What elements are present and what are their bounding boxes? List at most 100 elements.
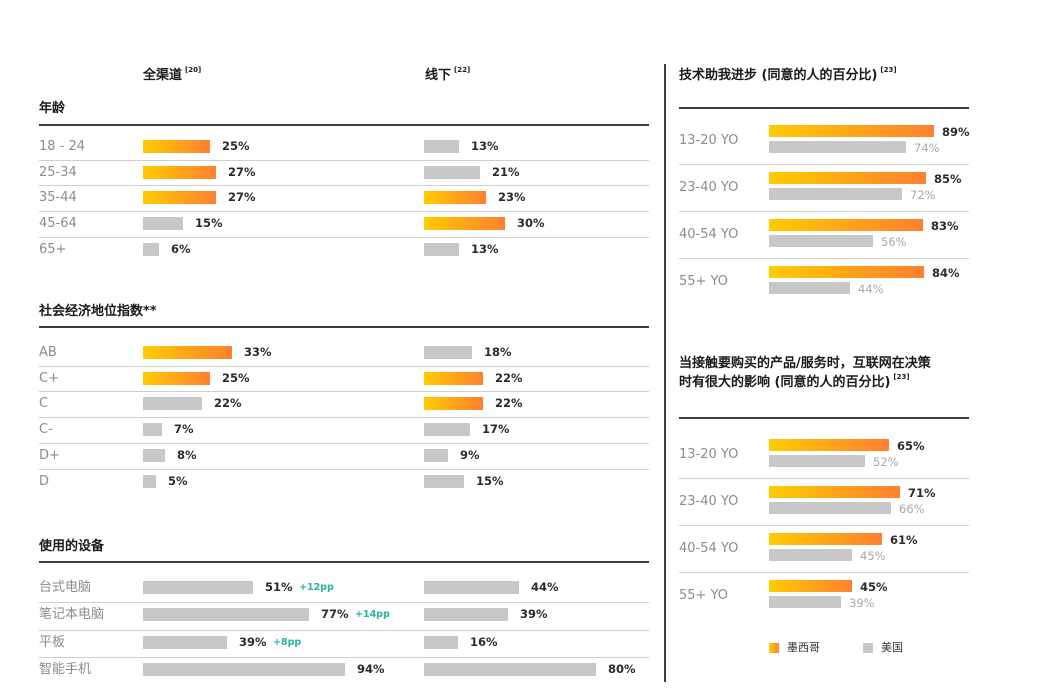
section-title-devices: 使用的设备 <box>39 539 105 554</box>
data-label-usa: 66% <box>899 502 925 516</box>
bar-usa <box>769 549 852 561</box>
right-title-tech-text: 技术助我进步 (同意的人的百分比) <box>679 68 878 83</box>
legend-label-mexico: 墨西哥 <box>787 641 820 654</box>
bar <box>143 581 253 594</box>
category-label: 台式电脑 <box>39 580 92 595</box>
bar <box>143 663 345 677</box>
category-label: 18 - 24 <box>39 139 86 154</box>
data-label: 15% <box>476 473 504 488</box>
bar <box>424 423 470 437</box>
bar <box>143 242 159 256</box>
bar <box>143 397 202 411</box>
row-separator <box>679 525 969 526</box>
data-label: 9% <box>460 447 480 462</box>
data-label-mexico: 89% <box>942 125 970 139</box>
header-all-channels: 全渠道 [20] <box>143 64 201 83</box>
age-group-label: 40-54 YO <box>679 227 739 242</box>
data-label-usa: 72% <box>910 188 936 202</box>
data-label-mexico: 45% <box>860 580 888 594</box>
data-label-mexico: 84% <box>932 266 960 280</box>
age-group-label: 13-20 YO <box>679 447 739 462</box>
data-label: 39% <box>239 634 267 649</box>
data-label-mexico: 71% <box>908 486 936 500</box>
section-title-age: 年龄 <box>39 101 66 116</box>
bar-mexico <box>769 125 934 137</box>
bar <box>143 423 162 437</box>
row-separator <box>39 657 649 659</box>
bar-mexico <box>769 172 926 184</box>
data-label: 17% <box>482 422 510 437</box>
data-label-mexico: 83% <box>931 219 959 233</box>
data-label-usa: 56% <box>881 235 907 249</box>
row-separator <box>39 629 649 631</box>
header-offline-label: 线下 <box>425 68 452 83</box>
data-label-mexico: 85% <box>934 172 962 186</box>
category-label: 35-44 <box>39 190 77 206</box>
bar <box>424 663 596 677</box>
category-label: 65+ <box>39 241 67 257</box>
category-label: AB <box>39 345 57 360</box>
data-label: 22% <box>495 396 523 411</box>
data-label: 94% <box>357 662 385 677</box>
data-label-usa: 45% <box>860 549 886 563</box>
bar <box>143 448 165 462</box>
right-title-internet-ref: [23] <box>893 373 910 381</box>
row-separator <box>39 185 649 187</box>
bar <box>143 608 309 622</box>
bar <box>424 346 472 359</box>
age-group-label: 55+ YO <box>679 274 729 289</box>
data-label: 16% <box>470 634 498 649</box>
category-label: C <box>39 396 49 412</box>
data-label: 44% <box>531 580 559 594</box>
age-group-label: 23-40 YO <box>679 180 739 195</box>
pp-change-label: +14pp <box>355 609 390 621</box>
right-title-tech: 技术助我进步 (同意的人的百分比) [23] <box>679 64 897 83</box>
age-group-label: 13-20 YO <box>679 133 739 148</box>
data-label: 21% <box>492 164 520 179</box>
column-divider <box>664 64 666 682</box>
header-offline-ref: [22] <box>454 66 471 74</box>
right-rule-tech <box>679 107 969 109</box>
header-all-ref: [20] <box>185 66 202 74</box>
data-label: 27% <box>228 164 256 179</box>
bar-mexico <box>769 533 882 545</box>
bar <box>424 448 448 462</box>
data-label-usa: 39% <box>849 596 875 610</box>
category-label: 笔记本电脑 <box>39 607 105 623</box>
bar-usa <box>769 141 906 153</box>
age-group-label: 55+ YO <box>679 588 729 603</box>
row-separator <box>39 236 649 238</box>
category-label: 25-34 <box>39 164 77 180</box>
category-label: 平板 <box>39 634 66 650</box>
legend-swatch-mexico <box>769 643 779 653</box>
data-label: 13% <box>471 241 499 256</box>
bar-mexico <box>769 439 889 451</box>
bar-usa <box>769 235 873 247</box>
bar-usa <box>769 596 841 608</box>
age-group-label: 40-54 YO <box>679 541 739 556</box>
bar <box>424 165 480 179</box>
right-title-internet-line1: 当接触要购买的产品/服务时，互联网在决策 <box>679 356 931 371</box>
right-title-internet-line2: 时有很大的影响 (同意的人的百分比) [23] <box>679 371 910 390</box>
data-label-usa: 44% <box>858 282 884 296</box>
right-title-internet-line2-text: 时有很大的影响 (同意的人的百分比) <box>679 375 891 390</box>
data-label: 13% <box>471 139 499 153</box>
data-label: 23% <box>498 190 526 205</box>
section-title-ses: 社会经济地位指数** <box>39 304 157 319</box>
bar <box>143 165 216 179</box>
data-label: 80% <box>608 662 636 677</box>
data-label: 5% <box>168 473 188 488</box>
data-label: 25% <box>222 139 250 153</box>
bar <box>424 474 464 488</box>
bar <box>424 217 505 231</box>
data-label-mexico: 61% <box>890 533 918 547</box>
bar-mexico <box>769 580 852 592</box>
bar <box>424 191 486 205</box>
bar <box>424 397 483 411</box>
bar-usa <box>769 282 850 294</box>
bar <box>424 242 459 256</box>
data-label: 25% <box>222 370 250 385</box>
legend-label-usa: 美国 <box>881 641 903 654</box>
age-group-label: 23-40 YO <box>679 494 739 509</box>
bar <box>424 608 508 622</box>
